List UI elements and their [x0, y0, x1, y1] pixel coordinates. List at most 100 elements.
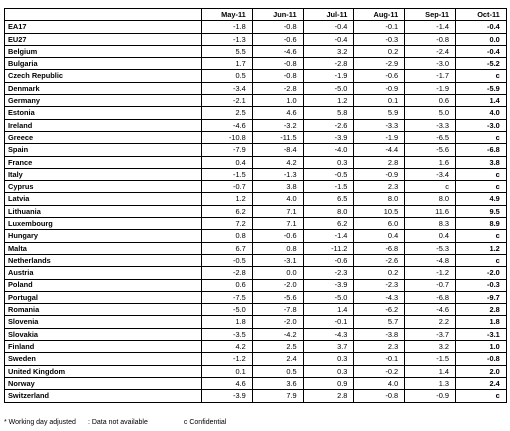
- value-cell: 7.1: [251, 217, 304, 231]
- table-row: Bulgaria 1.7 -0.8 -2.8 -2.9 -3.0 -5.2: [4, 57, 507, 71]
- value-cell: -0.8: [251, 20, 304, 34]
- value-cell: -2.0: [251, 315, 304, 329]
- value-cell: -2.1: [201, 94, 253, 108]
- value-cell: -2.4: [404, 44, 456, 59]
- value-cell: 4.6: [201, 376, 253, 391]
- country-cell: Cyprus: [4, 180, 202, 194]
- value-cell: c: [454, 167, 507, 182]
- value-cell: -3.1: [454, 327, 507, 342]
- value-cell: 0.4: [353, 229, 406, 243]
- value-cell: -4.2: [251, 327, 304, 342]
- value-cell: 0.9: [302, 376, 355, 391]
- value-cell: -0.9: [353, 167, 406, 182]
- value-cell: -1.3: [251, 167, 304, 182]
- value-cell: -5.0: [302, 290, 355, 305]
- country-cell: Czech Republic: [4, 69, 202, 83]
- column-header: Oct-11: [454, 7, 507, 22]
- value-cell: c: [454, 69, 507, 83]
- value-cell: -6.8: [353, 241, 406, 255]
- value-cell: 1.8: [201, 315, 253, 329]
- value-cell: 4.6: [251, 106, 304, 120]
- table-row: Hungary 0.8 -0.6 -1.4 0.4 0.4 c: [4, 229, 507, 243]
- value-cell: -2.6: [353, 253, 406, 268]
- country-cell: Ireland: [4, 118, 202, 132]
- value-cell: c: [454, 253, 507, 268]
- value-cell: -6.8: [404, 290, 456, 305]
- value-cell: -7.9: [201, 143, 253, 157]
- value-cell: -5.6: [404, 143, 456, 157]
- value-cell: -0.4: [454, 44, 507, 59]
- footnote-not-available: : Data not available: [87, 419, 148, 426]
- value-cell: 10.5: [353, 204, 406, 219]
- country-cell: United Kingdom: [4, 364, 202, 378]
- value-cell: 5.5: [201, 44, 253, 59]
- value-cell: -4.6: [201, 118, 253, 132]
- value-cell: -4.4: [353, 143, 406, 157]
- value-cell: 4.0: [353, 376, 406, 391]
- value-cell: 0.6: [201, 278, 253, 292]
- value-cell: -5.6: [251, 290, 304, 305]
- value-cell: 1.7: [201, 57, 253, 71]
- value-cell: -2.3: [302, 266, 355, 280]
- value-cell: 2.5: [201, 106, 253, 120]
- country-cell: Norway: [4, 376, 202, 391]
- value-cell: 3.6: [251, 376, 304, 391]
- country-cell: Switzerland: [4, 389, 202, 403]
- country-cell: Romania: [4, 303, 202, 317]
- table-row: Ireland -4.6 -3.2 -2.6 -3.3 -3.3 -3.0: [4, 118, 507, 132]
- value-cell: 1.3: [404, 376, 456, 391]
- column-header: Jun-11: [251, 7, 304, 22]
- value-cell: -0.7: [201, 180, 253, 194]
- value-cell: -5.0: [302, 81, 355, 96]
- table-row: Slovakia -3.5 -4.2 -4.3 -3.8 -3.7 -3.1: [4, 327, 507, 342]
- value-cell: 6.0: [353, 217, 406, 231]
- value-cell: -0.4: [302, 20, 355, 34]
- value-cell: -0.8: [454, 352, 507, 366]
- country-cell: EU27: [4, 32, 202, 46]
- country-cell: Italy: [4, 167, 202, 182]
- value-cell: -2.0: [251, 278, 304, 292]
- value-cell: -10.8: [201, 130, 253, 145]
- value-cell: 0.0: [454, 32, 507, 46]
- country-cell: Portugal: [4, 290, 202, 305]
- value-cell: 1.2: [201, 192, 253, 206]
- value-cell: -11.2: [302, 241, 355, 255]
- column-header: Jul-11: [302, 7, 355, 22]
- value-cell: 2.8: [454, 303, 507, 317]
- value-cell: -1.5: [302, 180, 355, 194]
- value-cell: 0.4: [404, 229, 456, 243]
- country-cell: Austria: [4, 266, 202, 280]
- table-row: United Kingdom 0.1 0.5 0.3 -0.2 1.4 2.0: [4, 364, 507, 378]
- value-cell: c: [454, 130, 507, 145]
- value-cell: 5.0: [404, 106, 456, 120]
- country-cell: Estonia: [4, 106, 202, 120]
- value-cell: 6.5: [302, 192, 355, 206]
- value-cell: 1.4: [454, 94, 507, 108]
- value-cell: 0.4: [201, 155, 253, 169]
- country-cell: Malta: [4, 241, 202, 255]
- value-cell: -7.5: [201, 290, 253, 305]
- value-cell: -4.8: [404, 253, 456, 268]
- value-cell: 7.2: [201, 217, 253, 231]
- country-cell: Slovenia: [4, 315, 202, 329]
- value-cell: -1.2: [404, 266, 456, 280]
- table-row: Norway 4.6 3.6 0.9 4.0 1.3 2.4: [4, 376, 507, 391]
- value-cell: 0.5: [201, 69, 253, 83]
- value-cell: 8.0: [353, 192, 406, 206]
- value-cell: 4.0: [251, 192, 304, 206]
- value-cell: 4.2: [251, 155, 304, 169]
- country-cell: Finland: [4, 340, 202, 354]
- value-cell: 0.2: [353, 266, 406, 280]
- value-cell: -0.5: [302, 167, 355, 182]
- value-cell: -2.9: [353, 57, 406, 71]
- value-cell: 1.2: [454, 241, 507, 255]
- table-row: Romania -5.0 -7.8 1.4 -6.2 -4.6 2.8: [4, 303, 507, 317]
- value-cell: 2.2: [404, 315, 456, 329]
- value-cell: -3.9: [302, 130, 355, 145]
- value-cell: -3.8: [353, 327, 406, 342]
- country-cell: Sweden: [4, 352, 202, 366]
- value-cell: 1.0: [454, 340, 507, 354]
- table-row: Denmark -3.4 -2.8 -5.0 -0.9 -1.9 -5.9: [4, 81, 507, 96]
- value-cell: 1.8: [454, 315, 507, 329]
- column-header: May-11: [201, 7, 253, 22]
